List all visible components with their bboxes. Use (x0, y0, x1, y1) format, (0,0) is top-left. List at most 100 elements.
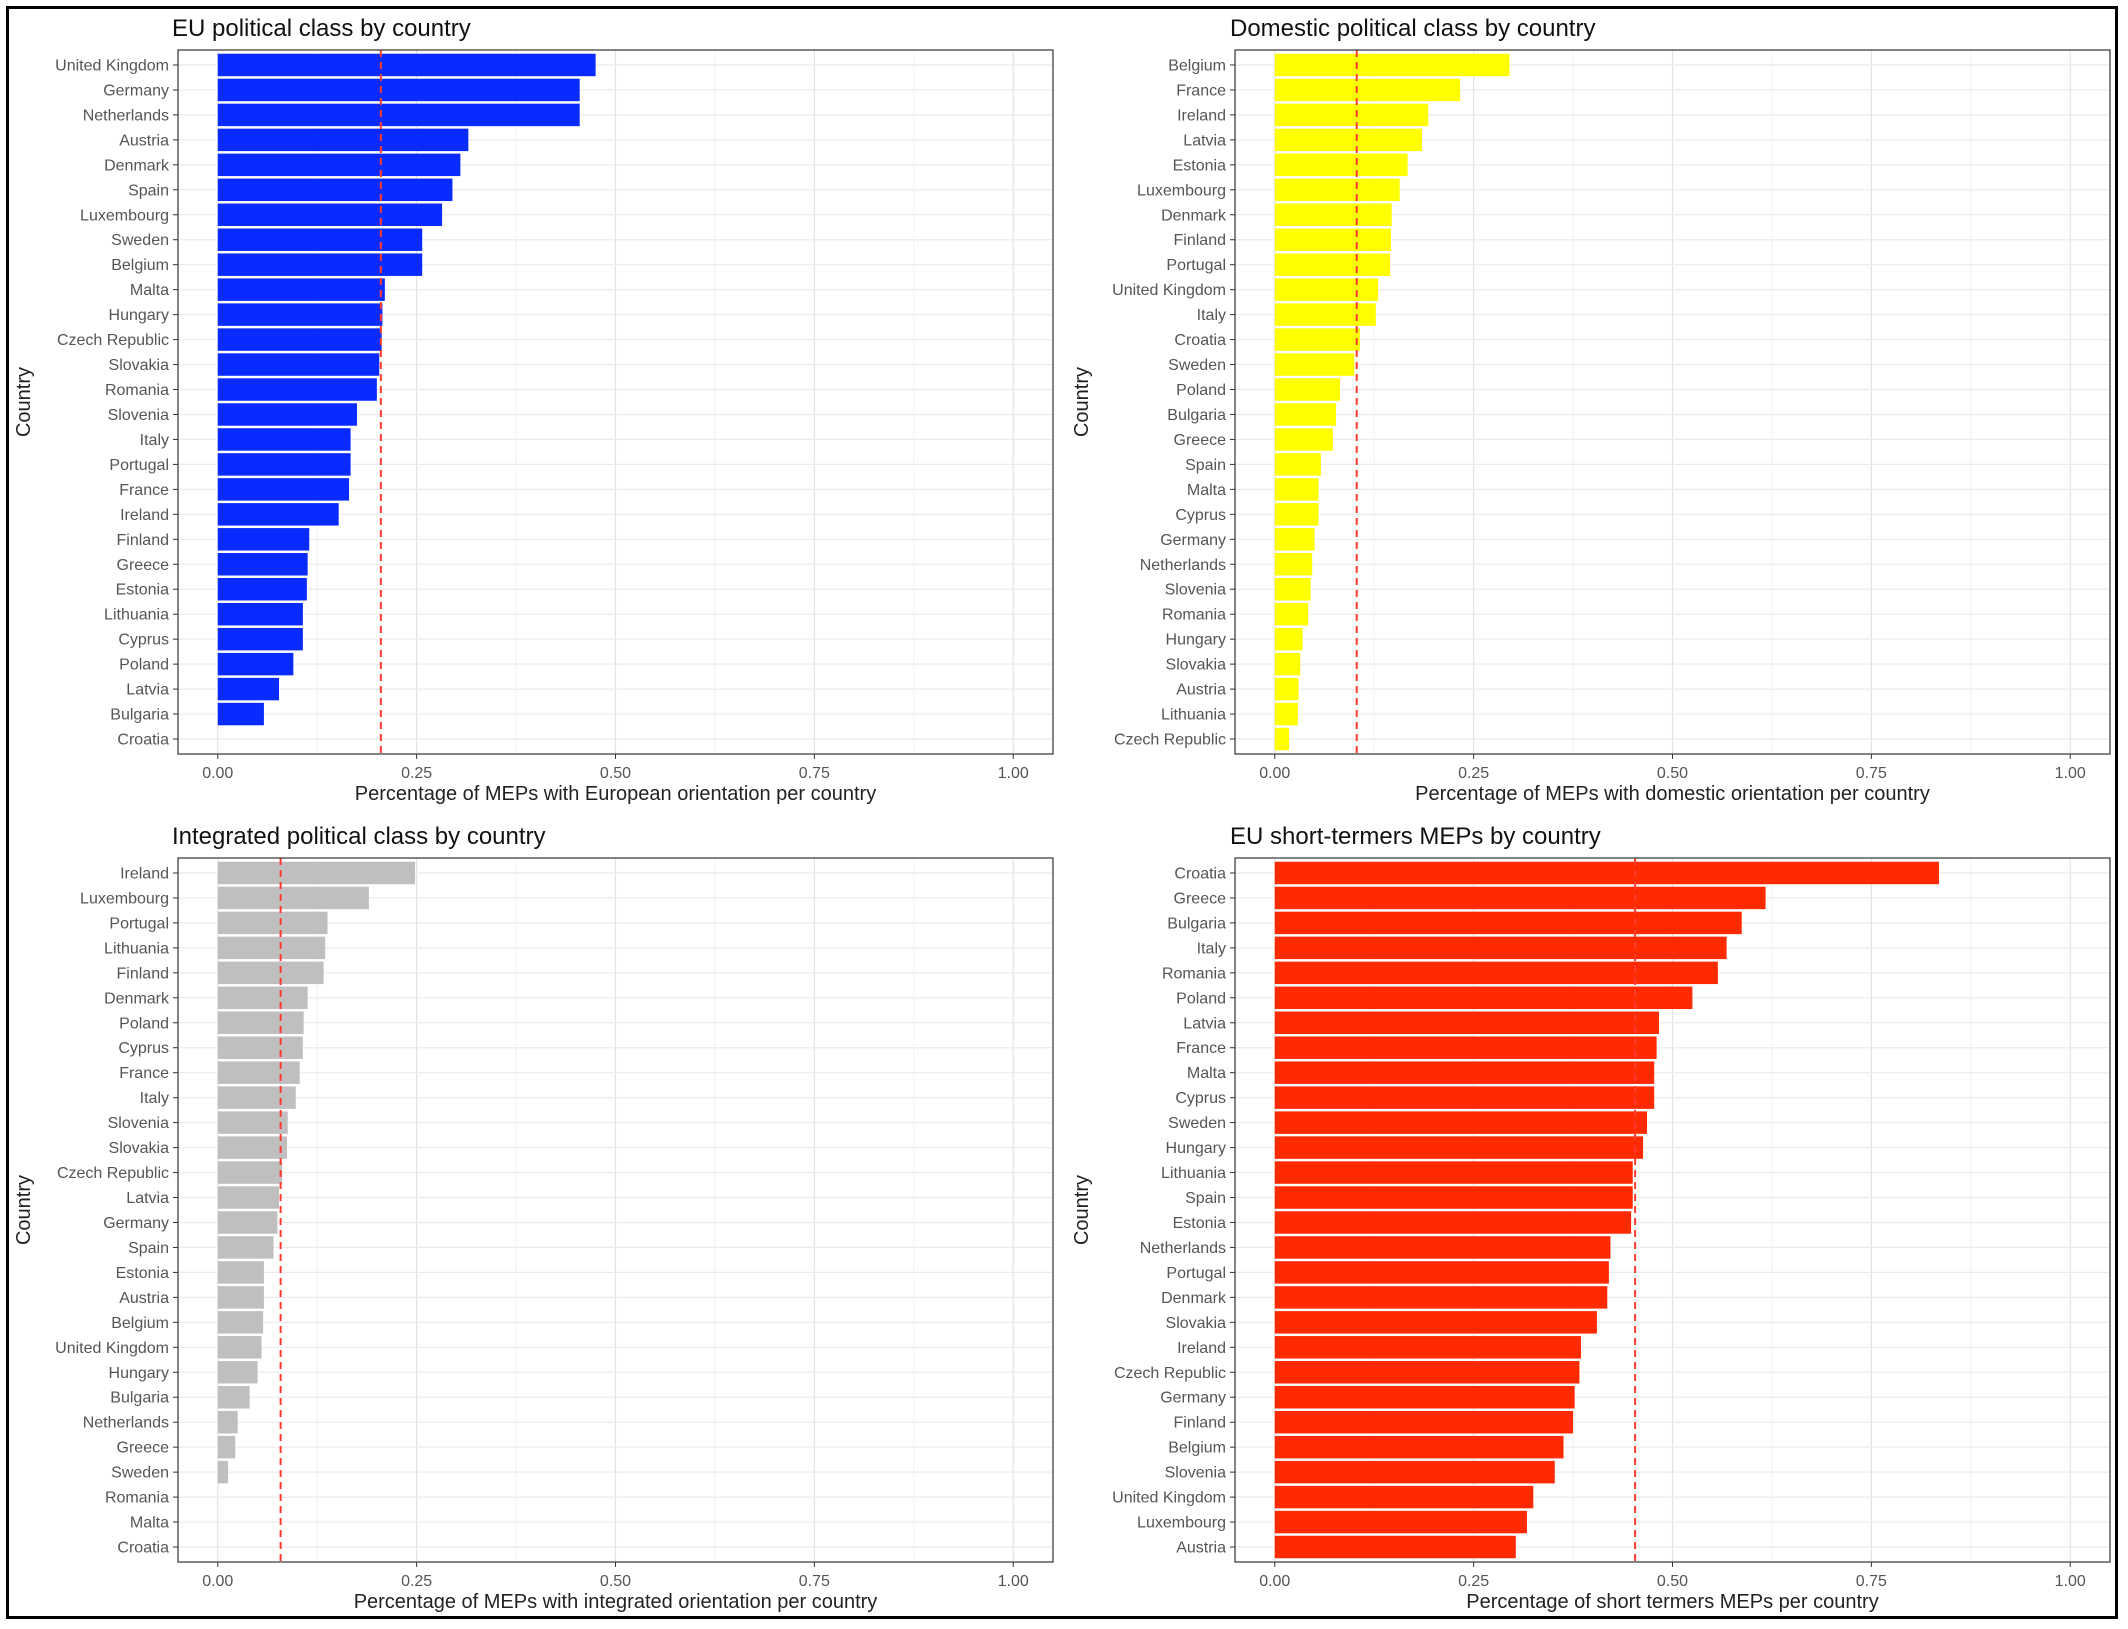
bar-poland (218, 653, 294, 675)
y-tick-label: Slovenia (1165, 1465, 1226, 1482)
bar-united-kingdom (218, 1336, 262, 1358)
y-tick-label: Greece (117, 557, 170, 574)
y-tick-label: Spain (1185, 457, 1226, 474)
x-axis-label: Percentage of MEPs with domestic orienta… (1415, 783, 1930, 805)
x-tick-label: 0.25 (1458, 1573, 1489, 1590)
chart-svg: United KingdomGermanyNetherlandsAustriaD… (0, 0, 2128, 1629)
y-tick-label: Czech Republic (57, 1165, 169, 1182)
y-tick-label: Latvia (1183, 1015, 1226, 1032)
y-tick-label: Netherlands (1140, 1240, 1226, 1257)
y-tick-label: Denmark (104, 157, 170, 174)
y-tick-label: Hungary (109, 1365, 169, 1382)
y-tick-label: Belgium (1168, 57, 1226, 74)
bar-spain (1275, 1186, 1633, 1208)
y-tick-label: Luxembourg (80, 890, 169, 907)
bar-slovenia (1275, 1461, 1555, 1483)
x-tick-label: 0.25 (401, 1573, 432, 1590)
y-tick-label: Latvia (1183, 132, 1226, 149)
bar-united-kingdom (1275, 1486, 1534, 1508)
y-tick-label: Denmark (1161, 207, 1227, 224)
y-tick-label: Slovenia (1165, 582, 1226, 599)
chart-panel-4: Croatia Greece Bulgaria Italy Romania Poland L… (1071, 823, 2110, 1613)
y-tick-label: Czech Republic (57, 332, 169, 349)
y-tick-label: Bulgaria (110, 707, 169, 724)
bar-austria (1275, 678, 1299, 700)
y-tick-label: Lithuania (1161, 707, 1226, 724)
bar-luxembourg (218, 204, 442, 226)
bar-sweden (218, 1461, 228, 1483)
bar-croatia (1275, 328, 1360, 350)
bar-belgium (1275, 1436, 1564, 1458)
y-tick-label: Finland (117, 965, 169, 982)
y-tick-label: Austria (1176, 1540, 1226, 1557)
bar-croatia (1275, 862, 1939, 884)
bar-denmark (1275, 204, 1392, 226)
bar-poland (1275, 987, 1693, 1009)
y-tick-label: Finland (117, 532, 169, 549)
bar-italy (1275, 303, 1376, 325)
bar-denmark (1275, 1286, 1608, 1308)
bar-italy (218, 428, 351, 450)
y-tick-label: Italy (140, 1090, 169, 1107)
y-tick-label: Lithuania (104, 607, 169, 624)
y-tick-label: Luxembourg (80, 207, 169, 224)
bar-netherlands (218, 104, 580, 126)
bar-spain (218, 179, 453, 201)
y-tick-label: Bulgaria (1167, 407, 1226, 424)
x-tick-label: 0.00 (202, 1573, 233, 1590)
bar-cyprus (218, 628, 303, 650)
bar-belgium (218, 253, 422, 275)
y-tick-label: Italy (1197, 940, 1226, 957)
y-tick-label: Sweden (1168, 1115, 1226, 1132)
y-tick-label: France (1176, 1040, 1226, 1057)
y-tick-label: Poland (119, 1015, 169, 1032)
bar-united-kingdom (218, 54, 596, 76)
y-tick-label: Slovenia (108, 1115, 169, 1132)
x-axis-label: Percentage of MEPs with European orienta… (355, 783, 876, 805)
y-tick-label: Denmark (1161, 1290, 1227, 1307)
y-tick-label: Germany (1160, 1390, 1226, 1407)
x-tick-label: 0.75 (1856, 765, 1887, 782)
y-axis-label: Country (1071, 1175, 1093, 1245)
bar-france (1275, 79, 1460, 101)
bar-hungary (1275, 628, 1303, 650)
y-tick-label: Portugal (1166, 257, 1226, 274)
bar-latvia (1275, 1012, 1659, 1034)
bar-spain (218, 1236, 274, 1258)
bar-czech-republic (218, 328, 382, 350)
y-tick-label: Bulgaria (110, 1390, 169, 1407)
y-tick-label: Romania (105, 1490, 169, 1507)
y-tick-label: Estonia (116, 582, 169, 599)
y-tick-label: Belgium (111, 257, 169, 274)
x-axis-label: Percentage of MEPs with integrated orien… (354, 1591, 878, 1613)
bar-germany (218, 1211, 278, 1233)
bar-netherlands (218, 1411, 238, 1433)
y-tick-label: Romania (105, 382, 169, 399)
bar-germany (1275, 1386, 1575, 1408)
x-tick-label: 0.75 (799, 765, 830, 782)
y-tick-label: Austria (119, 1290, 169, 1307)
y-tick-label: Romania (1162, 965, 1226, 982)
y-tick-label: Ireland (1177, 1340, 1226, 1357)
y-tick-label: Slovenia (108, 407, 169, 424)
x-tick-label: 0.75 (799, 1573, 830, 1590)
x-tick-label: 0.25 (401, 765, 432, 782)
bar-ireland (218, 862, 415, 884)
x-tick-label: 1.00 (2055, 1573, 2086, 1590)
y-tick-label: Italy (140, 432, 169, 449)
bar-ireland (1275, 104, 1429, 126)
bar-latvia (218, 678, 279, 700)
y-tick-label: Finland (1174, 232, 1226, 249)
bar-slovenia (218, 1111, 288, 1133)
y-tick-label: France (1176, 82, 1226, 99)
bar-malta (1275, 1061, 1654, 1083)
chart-panel-2: Belgium France Ireland Latvia Estonia Luxembo… (1071, 15, 2110, 805)
y-tick-label: Portugal (109, 457, 169, 474)
y-tick-label: Czech Republic (1114, 1365, 1226, 1382)
y-tick-label: Luxembourg (1137, 1515, 1226, 1532)
bar-estonia (1275, 154, 1408, 176)
bar-lithuania (218, 937, 325, 959)
bar-denmark (218, 154, 461, 176)
y-tick-label: Belgium (111, 1315, 169, 1332)
y-tick-label: Czech Republic (1114, 732, 1226, 749)
